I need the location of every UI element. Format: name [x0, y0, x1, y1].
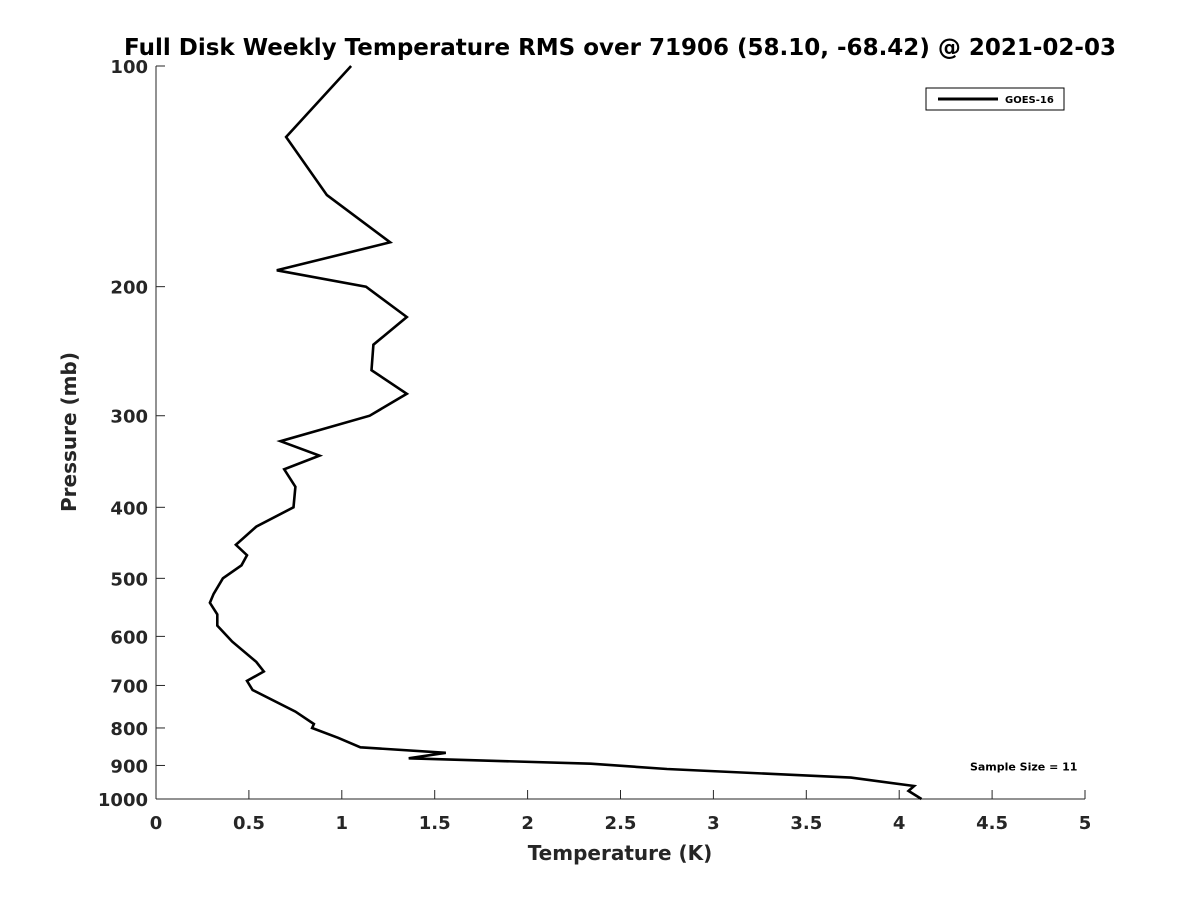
y-tick-label: 100	[110, 57, 148, 78]
x-tick-label: 0	[150, 813, 163, 834]
y-tick-label: 800	[110, 719, 148, 740]
x-tick-label: 3	[707, 813, 720, 834]
y-tick-label: 1000	[98, 790, 148, 811]
x-tick-label: 1	[336, 813, 349, 834]
series-line-goes-16	[208, 65, 923, 801]
y-tick-label: 300	[110, 407, 148, 428]
x-tick-label: 4.5	[976, 813, 1008, 834]
plot-area	[155, 65, 1085, 801]
y-tick-label: 600	[110, 627, 148, 648]
y-tick-label: 700	[110, 676, 148, 697]
x-tick-label: 1.5	[419, 813, 451, 834]
x-tick-label: 4	[893, 813, 906, 834]
chart-title: Full Disk Weekly Temperature RMS over 71…	[124, 35, 1116, 61]
x-tick-label: 5	[1079, 813, 1092, 834]
x-tick-label: 2	[521, 813, 534, 834]
y-tick-label: 200	[110, 278, 148, 299]
y-tick-label: 400	[110, 498, 148, 519]
x-tick-label: 2.5	[605, 813, 637, 834]
y-tick-label: 500	[110, 569, 148, 590]
x-tick-label: 0.5	[233, 813, 265, 834]
legend-label-goes-16: GOES-16	[1005, 95, 1054, 106]
x-axis-ticks: 0 0.5 1 1.5 2 2.5 3 3.5 4 4.5 5	[150, 790, 1092, 834]
y-axis-ticks: 100 200 300 400 500 600 700 800 900 1000	[98, 57, 165, 811]
sample-size-annotation: Sample Size = 11	[970, 760, 1077, 773]
x-axis-label: Temperature (K)	[528, 841, 713, 865]
y-tick-label: 900	[110, 756, 148, 777]
x-tick-label: 3.5	[790, 813, 822, 834]
y-axis-label: Pressure (mb)	[57, 352, 81, 512]
legend: GOES-16	[925, 87, 1065, 111]
